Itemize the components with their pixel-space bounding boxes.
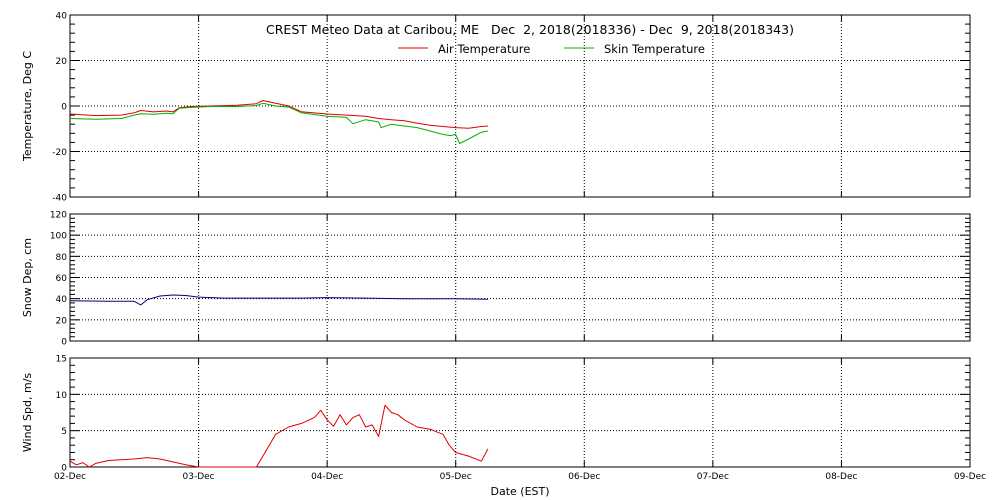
- y-tick-label: 0: [61, 464, 67, 474]
- chart-title: CREST Meteo Data at Caribou, ME Dec 2, 2…: [266, 22, 794, 37]
- y-tick-label: 5: [61, 427, 67, 437]
- x-tick-label: 07-Dec: [697, 472, 729, 482]
- y-axis-title: Wind Spd, m/s: [21, 373, 34, 453]
- legend-label: Air Temperature: [438, 42, 530, 56]
- legend: Air Temperature Skin Temperature: [398, 42, 705, 56]
- panel-frame: [69, 14, 971, 198]
- y-tick-label: 20: [56, 316, 68, 326]
- x-tick-label: 02-Dec: [54, 472, 86, 482]
- y-axis-title: Temperature, Deg C: [21, 51, 34, 162]
- y-tick-label: 100: [50, 232, 67, 242]
- y-axis-title: Snow Dep, cm: [21, 238, 34, 317]
- y-tick-label: 15: [56, 355, 67, 365]
- y-tick-label: -40: [52, 194, 67, 204]
- x-tick-label: 08-Dec: [825, 472, 857, 482]
- y-tick-label: 10: [56, 391, 68, 401]
- x-tick-label: 04-Dec: [311, 472, 343, 482]
- series-line-panel-3: [69, 404, 489, 468]
- x-tick-label: 05-Dec: [440, 472, 472, 482]
- panel-3: 0 5 10 15 Wind Spd, m/s: [21, 355, 971, 474]
- y-tick-label: 60: [56, 274, 68, 284]
- y-tick-label: -20: [52, 148, 67, 158]
- y-tick-label: 120: [50, 211, 67, 221]
- series-line-skin-temperature: [69, 102, 488, 144]
- panel-frame: [69, 357, 971, 468]
- x-tick-label: 06-Dec: [568, 472, 600, 482]
- x-axis-title: Date (EST): [490, 485, 549, 498]
- x-tick-labels: 02-Dec 03-Dec 04-Dec 05-Dec 06-Dec 07-Dec 08-D…: [54, 472, 986, 482]
- panel-2: 0 20 40 60 80 100 120 Snow Dep, cm: [21, 211, 971, 348]
- y-tick-label: 0: [61, 103, 67, 113]
- y-tick-label: 40: [56, 12, 68, 22]
- panel-1: -40 -20 0 20 40 Temperature, Deg C: [21, 12, 971, 204]
- y-tick-label: 80: [56, 253, 68, 263]
- x-tick-label: 03-Dec: [183, 472, 215, 482]
- series-line-panel-2: [69, 294, 488, 306]
- y-tick-label: 20: [56, 57, 68, 67]
- legend-label: Skin Temperature: [604, 42, 705, 56]
- y-tick-label: 0: [61, 338, 67, 348]
- y-tick-label: 40: [56, 295, 68, 305]
- x-tick-label: 09-Dec: [954, 472, 986, 482]
- series-line-air-temperature: [69, 100, 488, 129]
- panel-frame: [69, 213, 971, 342]
- chart-panels: -40 -20 0 20 40 Temperature, Deg C 0 20 40 60 80 10…: [21, 12, 986, 483]
